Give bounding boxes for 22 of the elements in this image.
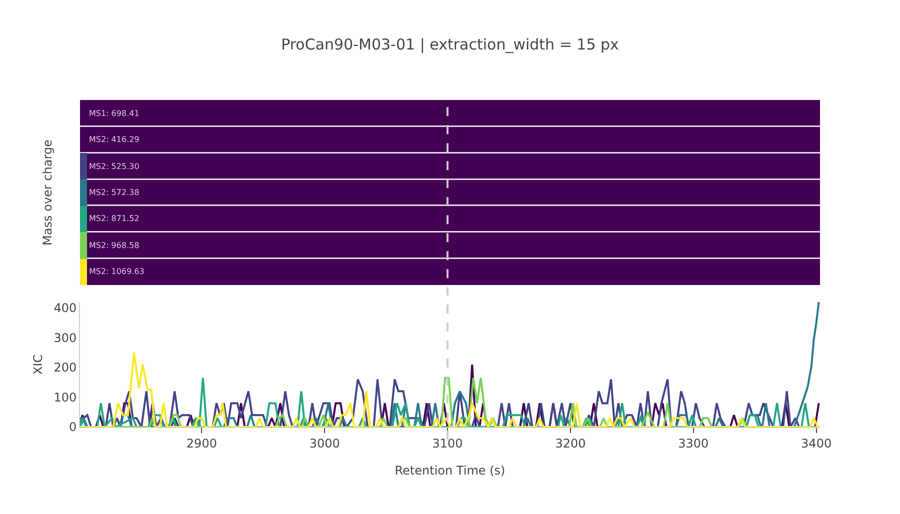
x-tick-label: 3100: [432, 436, 463, 450]
x-axis-title: Retention Time (s): [394, 463, 506, 478]
x-tick-label: 3400: [801, 436, 832, 450]
y-tick-label: 100: [54, 390, 77, 404]
text: ProCan90-M03-01 | extraction_width = 15 px: [281, 35, 620, 54]
text: MS2: 968.58: [89, 241, 140, 250]
y-tick-label: 0: [68, 420, 77, 434]
text: MS2: 1069.63: [89, 267, 144, 276]
x-tick-label: 3300: [678, 436, 709, 450]
text: MS1: 698.41: [89, 109, 140, 118]
text: MS2: 572.38: [89, 188, 140, 197]
text: MS2: 525.30: [89, 162, 140, 171]
y-tick-label: 400: [54, 301, 77, 316]
y-tick-label: 300: [54, 330, 77, 345]
y-axis-title: XIC: [30, 354, 45, 375]
text: MS2: 871.52: [89, 214, 140, 223]
x-tick-label: 3000: [309, 436, 340, 450]
x-tick-label: 3200: [555, 436, 586, 450]
x-tick-label: 2900: [186, 436, 217, 450]
text: Mass over charge: [40, 140, 54, 246]
text: MS2: 416.29: [89, 135, 140, 144]
y-tick-label: 200: [54, 360, 77, 375]
